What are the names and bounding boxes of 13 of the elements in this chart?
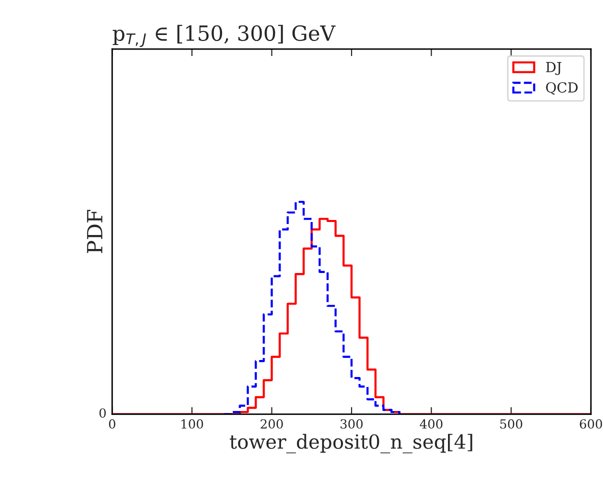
x-axis-title: tower_deposit0_n_seq[4]	[230, 434, 472, 454]
x-tick-label: 500	[500, 419, 522, 429]
x-tick-label: 200	[260, 419, 283, 429]
x-tick-label: 300	[340, 419, 363, 429]
legend-label: DJ	[546, 62, 562, 76]
x-tick-label: 400	[420, 419, 442, 429]
x-tick-label: 600	[580, 419, 602, 429]
x-tick-label: 100	[182, 419, 204, 429]
chart-title: p$_{T,J}$ ∈ [150, 300] GeV	[112, 24, 336, 48]
legend-label: QCD	[546, 82, 578, 95]
y-axis-title: PDF	[87, 210, 102, 254]
text: 0	[99, 408, 106, 418]
x-tick-label: 0	[109, 419, 116, 429]
